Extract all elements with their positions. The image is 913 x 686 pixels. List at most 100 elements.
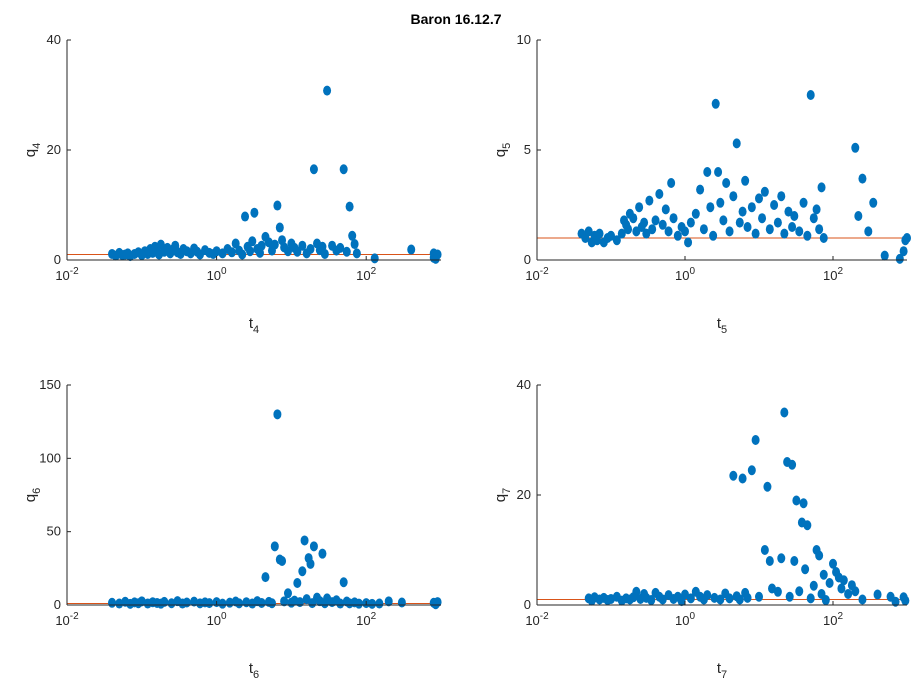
data-point: [809, 580, 818, 591]
data-point: [642, 228, 651, 239]
x-tick-label: 100: [207, 611, 227, 628]
data-point: [336, 242, 345, 253]
data-point: [735, 217, 744, 228]
data-point: [765, 224, 774, 235]
data-point: [664, 226, 673, 237]
data-point: [819, 569, 828, 580]
x-tick-label: 102: [823, 611, 843, 628]
y-tick-label: 0: [524, 597, 531, 612]
data-point: [617, 228, 626, 239]
y-tick-label: 100: [39, 450, 61, 465]
data-point: [777, 191, 786, 202]
data-point: [612, 235, 621, 246]
x-tick-label: 10-2: [55, 611, 79, 628]
data-point: [711, 98, 720, 109]
x-tick-label: 102: [823, 266, 843, 283]
data-point: [703, 167, 712, 177]
data-point: [227, 247, 236, 258]
data-point: [273, 409, 282, 420]
data-point: [323, 85, 332, 96]
data-point: [350, 239, 359, 250]
data-point: [851, 586, 860, 597]
data-points: [584, 407, 910, 607]
data-point: [640, 217, 649, 228]
data-point: [790, 211, 799, 221]
data-point: [632, 586, 641, 597]
data-point: [755, 591, 763, 602]
data-point: [714, 167, 723, 177]
data-point: [241, 211, 250, 222]
data-point: [817, 182, 826, 193]
y-tick-label: 0: [54, 252, 61, 267]
y-tick-label: 0: [54, 597, 61, 612]
data-point: [658, 219, 667, 230]
data-point: [751, 435, 760, 445]
data-point: [755, 193, 763, 204]
data-point: [270, 541, 279, 552]
y-axis-label: q4: [22, 143, 43, 157]
data-point: [283, 246, 292, 257]
y-axis-label: q7: [492, 488, 513, 502]
data-point: [716, 197, 725, 208]
x-axis-label: t6: [249, 660, 259, 681]
data-point: [709, 230, 718, 241]
data-point: [686, 217, 695, 228]
data-point: [661, 204, 670, 215]
data-point: [795, 586, 804, 597]
data-point: [738, 473, 747, 484]
data-point: [270, 239, 279, 250]
data-point: [651, 215, 660, 226]
data-point: [773, 217, 782, 228]
data-point: [747, 202, 756, 213]
chart-1: 0 20 40 10-2 100 102 t4 q4: [22, 32, 442, 336]
y-tick-label: 20: [517, 487, 531, 502]
data-point: [306, 558, 315, 569]
data-points: [577, 90, 911, 264]
data-point: [844, 589, 853, 599]
data-point: [667, 178, 676, 188]
data-point: [799, 197, 808, 208]
y-tick-label: 40: [517, 377, 531, 392]
data-point: [725, 593, 734, 604]
data-point: [669, 213, 678, 224]
data-point: [903, 233, 911, 243]
chart-2: 0 5 10 10-2 100 102 t5 q5: [492, 32, 911, 336]
data-point: [433, 597, 442, 608]
data-point: [368, 598, 377, 609]
data-point: [595, 228, 604, 239]
data-point: [784, 206, 793, 217]
data-point: [819, 233, 828, 243]
data-point: [686, 593, 695, 604]
data-point: [248, 236, 257, 247]
data-point: [336, 598, 345, 609]
data-point: [809, 213, 818, 224]
y-tick-label: 40: [47, 32, 61, 47]
data-point: [858, 173, 867, 184]
data-point: [891, 596, 900, 607]
x-axis-label: t7: [717, 660, 727, 681]
data-point: [339, 577, 348, 588]
data-point: [182, 597, 191, 608]
data-point: [275, 222, 284, 233]
data-point: [681, 226, 689, 237]
data-point: [751, 228, 760, 239]
data-point: [384, 596, 393, 607]
x-axis-label: t5: [717, 315, 727, 336]
figure-title: Baron 16.12.7: [410, 11, 501, 27]
data-point: [293, 578, 302, 588]
data-point: [433, 249, 442, 260]
data-point: [760, 186, 769, 197]
data-point: [306, 244, 315, 254]
y-tick-label: 150: [39, 377, 61, 392]
data-point: [829, 558, 837, 569]
data-point: [895, 253, 904, 264]
data-point: [320, 248, 329, 259]
x-tick-label: 100: [207, 266, 227, 283]
data-point: [743, 222, 752, 232]
y-tick-label: 20: [47, 142, 61, 157]
data-point: [719, 215, 728, 226]
data-point: [352, 248, 361, 259]
data-points: [108, 85, 442, 264]
data-point: [729, 191, 738, 202]
data-point: [743, 592, 752, 603]
